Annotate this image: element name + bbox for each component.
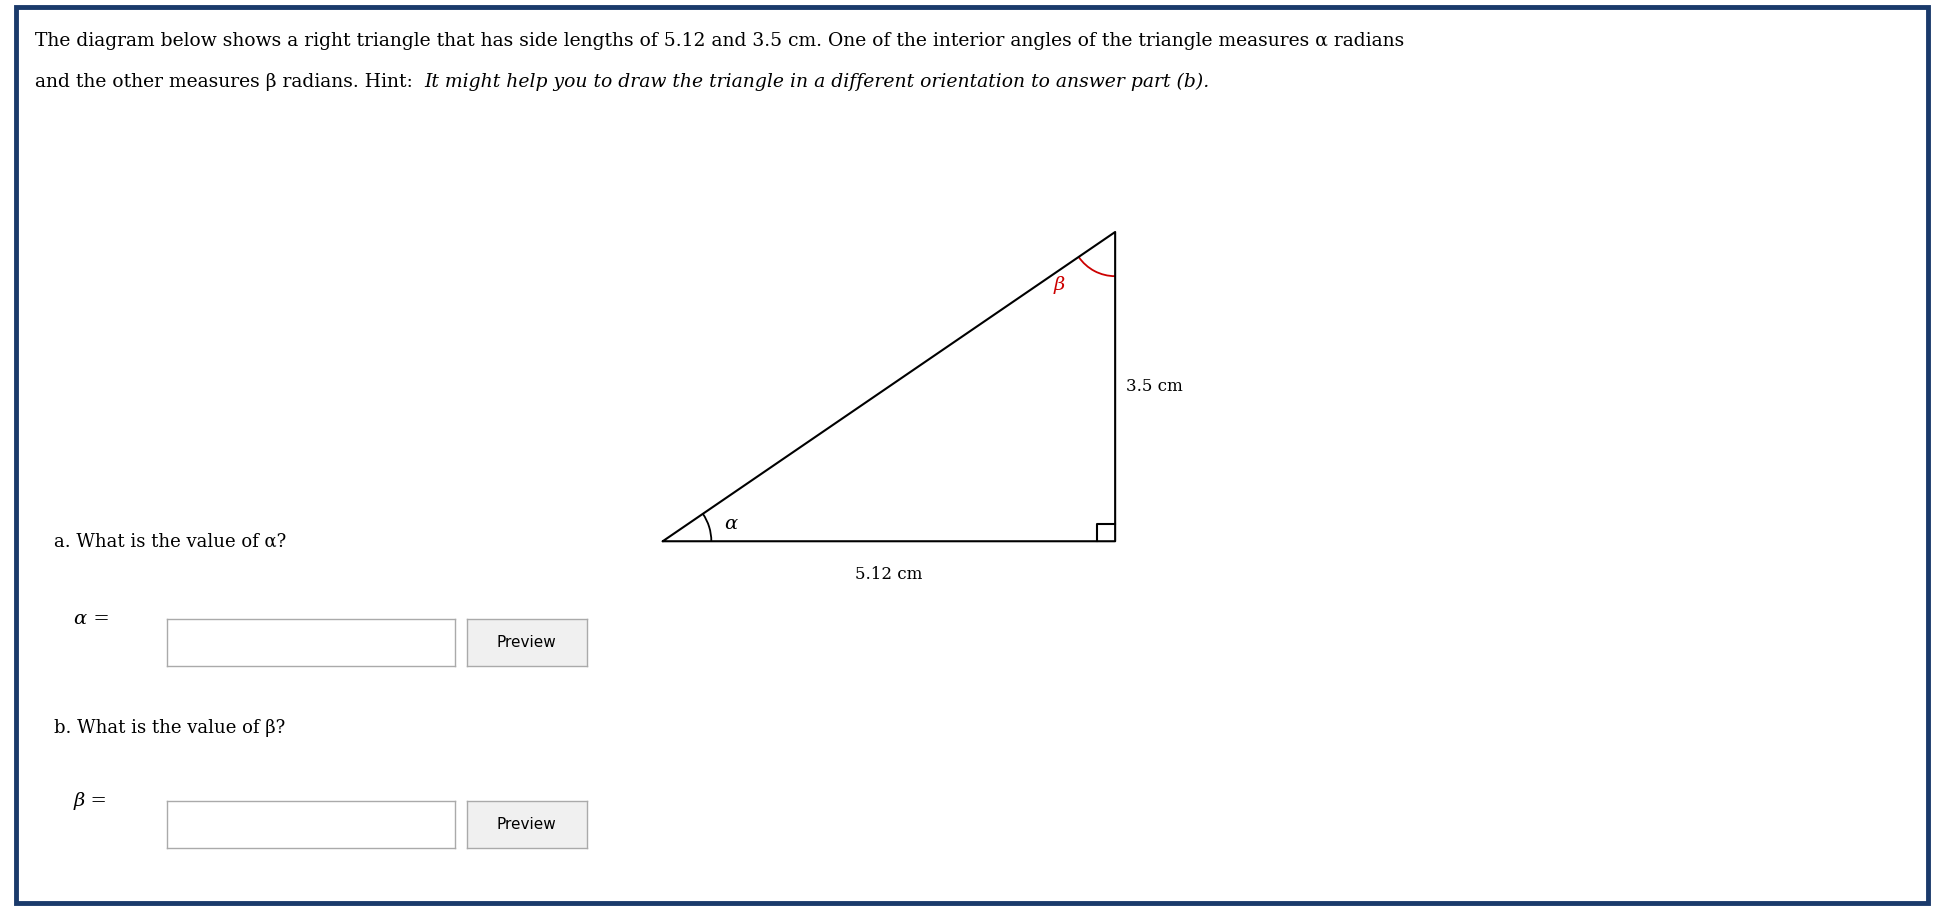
Text: 5.12 cm: 5.12 cm xyxy=(855,566,923,583)
Text: β =: β = xyxy=(74,792,107,810)
Text: 3.5 cm: 3.5 cm xyxy=(1126,379,1182,395)
Text: α =: α = xyxy=(74,610,109,628)
Text: β: β xyxy=(1054,276,1065,294)
Text: and the other measures β radians. Hint:: and the other measures β radians. Hint: xyxy=(35,73,418,91)
Text: α: α xyxy=(725,515,737,533)
Text: Preview: Preview xyxy=(498,817,556,832)
Text: The diagram below shows a right triangle that has side lengths of 5.12 and 3.5 c: The diagram below shows a right triangle… xyxy=(35,32,1404,50)
Text: a. What is the value of α?: a. What is the value of α? xyxy=(54,532,286,551)
Text: b. What is the value of β?: b. What is the value of β? xyxy=(54,719,286,737)
Text: It might help you to draw the triangle in a different orientation to answer part: It might help you to draw the triangle i… xyxy=(424,73,1209,91)
Text: Preview: Preview xyxy=(498,635,556,650)
